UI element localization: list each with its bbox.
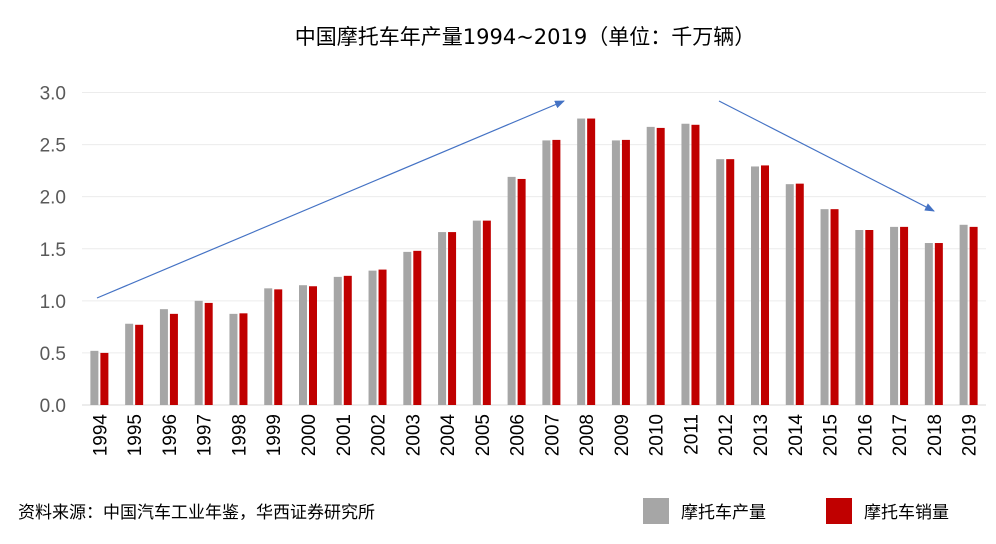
- x-tick-label: 2014: [786, 414, 807, 457]
- y-axis: 0.0 0.5 1.0 1.5 2.0 2.5 3.0: [40, 84, 66, 418]
- y-tick-label: 1.0: [40, 292, 66, 313]
- x-tick-label: 1999: [264, 414, 285, 456]
- bar-production-2009: [611, 140, 620, 405]
- bar-production-2017: [890, 226, 899, 405]
- x-tick-label: 2019: [960, 414, 981, 456]
- x-tick-label: 2018: [925, 414, 946, 456]
- bar-sales-2004: [448, 232, 457, 405]
- x-tick-label: 2009: [612, 414, 633, 456]
- bar-production-2012: [716, 159, 725, 405]
- legend: 摩托车产量 摩托车销量: [643, 498, 949, 524]
- x-tick-label: 2013: [751, 414, 772, 456]
- bar-production-2013: [751, 166, 759, 405]
- x-tick-label: 1995: [125, 414, 146, 456]
- x-tick-label: 2017: [890, 414, 911, 456]
- bar-sales-2012: [726, 159, 735, 405]
- x-tick-label: 2001: [334, 414, 355, 456]
- x-tick-label: 2011: [681, 414, 702, 455]
- bar-production-2001: [333, 276, 342, 405]
- bar-sales-1998: [239, 313, 248, 405]
- x-tick-label: 2015: [821, 414, 842, 456]
- bar-sales-2009: [621, 139, 630, 406]
- bar-sales-2002: [378, 269, 387, 405]
- x-tick-label: 2005: [473, 414, 494, 456]
- x-tick-label: 1994: [90, 414, 111, 457]
- x-tick-label: 2010: [647, 414, 668, 456]
- bar-production-2019: [959, 224, 968, 405]
- x-tick-label: 2004: [438, 414, 459, 457]
- bar-production-2014: [785, 184, 794, 405]
- x-tick-label: 2000: [299, 414, 320, 456]
- y-tick-label: 2.0: [40, 188, 66, 209]
- bar-sales-1995: [135, 324, 144, 405]
- bar-sales-2018: [934, 243, 943, 405]
- bar-sales-2008: [587, 118, 596, 406]
- bar-production-1994: [90, 350, 99, 405]
- chart-title: 中国摩托车年产量1994~2019（单位：千万辆）: [295, 25, 755, 49]
- bar-production-2004: [438, 232, 447, 405]
- bar-production-1999: [264, 288, 273, 405]
- x-tick-label: 2003: [403, 414, 424, 456]
- bar-sales-1994: [100, 352, 109, 405]
- y-tick-label: 3.0: [40, 84, 66, 105]
- x-tick-label: 2002: [369, 414, 390, 456]
- bar-production-2002: [368, 270, 377, 405]
- y-tick-label: 2.5: [40, 136, 66, 157]
- falling-trend-arrow: [718, 100, 935, 212]
- bar-sales-2010: [656, 127, 665, 406]
- rising-trend-arrow: [96, 100, 565, 299]
- bar-production-2011: [681, 123, 690, 405]
- bar-sales-2014: [795, 183, 804, 405]
- bar-production-2008: [577, 118, 586, 406]
- y-tick-label: 0.5: [40, 344, 66, 365]
- bar-sales-1997: [204, 302, 213, 405]
- bar-production-1998: [229, 313, 238, 405]
- legend-label-sales: 摩托车销量: [864, 503, 949, 523]
- bar-sales-2005: [482, 220, 491, 405]
- bar-production-2005: [472, 220, 481, 405]
- bar-production-2010: [646, 126, 655, 405]
- x-tick-label: 2008: [577, 414, 598, 456]
- bar-sales-2015: [830, 209, 839, 405]
- bar-production-2016: [855, 230, 864, 405]
- bar-sales-2011: [691, 124, 700, 406]
- legend-swatch-sales: [826, 498, 852, 524]
- bar-sales-1996: [169, 313, 178, 405]
- bar-production-1997: [194, 300, 203, 405]
- x-tick-label: 2007: [542, 414, 563, 456]
- legend-swatch-production: [643, 498, 669, 524]
- bar-production-2015: [820, 209, 829, 405]
- bars: [90, 118, 978, 406]
- bar-sales-2000: [309, 286, 317, 405]
- bar-sales-2019: [969, 226, 978, 405]
- bar-sales-2007: [552, 139, 561, 406]
- bar-sales-2001: [343, 275, 352, 405]
- gridlines: [82, 92, 986, 406]
- bar-sales-1999: [274, 289, 283, 405]
- bar-production-1995: [125, 323, 134, 405]
- bar-sales-2006: [517, 178, 526, 405]
- x-tick-label: 1998: [229, 414, 250, 456]
- bar-production-2000: [299, 285, 307, 405]
- x-tick-label: 1997: [195, 414, 216, 456]
- y-tick-label: 1.5: [40, 240, 66, 261]
- bar-production-2003: [403, 251, 412, 405]
- x-tick-label: 2012: [716, 414, 737, 456]
- bar-sales-2003: [413, 250, 422, 405]
- y-tick-label: 0.0: [40, 396, 66, 417]
- bar-sales-2016: [865, 230, 874, 405]
- x-tick-label: 1996: [160, 414, 181, 456]
- source-note: 资料来源：中国汽车工业年鉴，华西证券研究所: [18, 503, 375, 523]
- bar-production-2007: [542, 140, 551, 405]
- bar-production-2006: [507, 176, 516, 405]
- x-axis: 1994 1995 1996 1997 1998 1999 2000 2001 2002 2003…: [90, 414, 980, 457]
- bar-production-1996: [159, 309, 168, 405]
- x-tick-label: 2006: [508, 414, 529, 456]
- x-tick-label: 2016: [855, 414, 876, 456]
- bar-sales-2017: [900, 226, 909, 405]
- bar-sales-2013: [761, 165, 769, 405]
- legend-label-production: 摩托车产量: [681, 503, 766, 523]
- bar-production-2018: [924, 243, 933, 405]
